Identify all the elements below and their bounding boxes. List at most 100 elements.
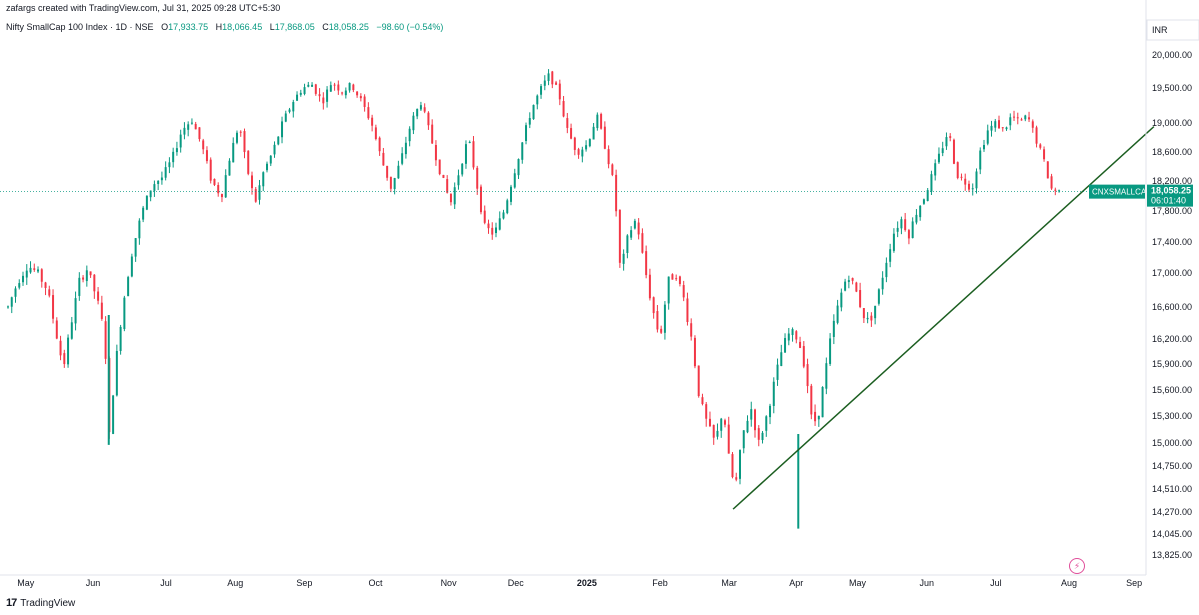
candle-body (618, 209, 621, 263)
candle-body (386, 165, 389, 178)
candle-body (190, 122, 193, 124)
candle-body (449, 193, 452, 203)
candle-body (63, 353, 66, 365)
candle-body (281, 121, 284, 138)
candle-body (536, 95, 539, 105)
candle-body (239, 131, 242, 133)
candle-body (532, 104, 535, 120)
candle-body (551, 71, 554, 85)
candle-body (371, 117, 374, 126)
symbol-legend: Nifty SmallCap 100 Index · 1D · NSE O17,… (6, 22, 443, 32)
candle-body (994, 121, 997, 128)
candle-body (352, 84, 355, 91)
candle-body (521, 142, 524, 160)
candle-body (889, 249, 892, 262)
candle-body (626, 235, 629, 254)
candle-body (74, 298, 77, 324)
candle-body (742, 430, 745, 449)
candle-body (423, 107, 426, 112)
candle-body (273, 144, 276, 155)
candle-body (806, 364, 809, 387)
candle-body (573, 137, 576, 150)
candle-body (464, 144, 467, 164)
candle-body (438, 159, 441, 175)
candle-body (348, 82, 351, 91)
time-tick-label: Jun (86, 578, 101, 588)
candle-body (318, 94, 321, 97)
candle-body (52, 295, 55, 319)
candle-body (1058, 190, 1061, 192)
candle-body (1028, 117, 1031, 120)
candle-body (363, 96, 366, 107)
close-value: 18,058.25 (328, 22, 369, 32)
candle-body (262, 172, 265, 187)
candle-body (645, 251, 648, 276)
candle-body (232, 142, 235, 163)
price-tick-label: 14,270.00 (1152, 507, 1192, 517)
candle-body (934, 163, 937, 176)
candle-body (468, 141, 471, 143)
candle-body (175, 148, 178, 153)
candle-body (416, 108, 419, 117)
candle-body (964, 178, 967, 185)
candle-body (314, 84, 317, 94)
candle-body (341, 92, 344, 94)
candle-body (907, 230, 910, 239)
candle-body (434, 144, 437, 161)
high-label: H (215, 22, 223, 32)
time-tick-label: Apr (789, 578, 803, 588)
candle-body (22, 275, 25, 283)
countdown-label: 06:01:40 (1151, 196, 1186, 206)
candle-body (228, 160, 231, 176)
candle-body (930, 174, 933, 192)
symbol-tag-bg (1089, 184, 1145, 199)
candle-body (633, 220, 636, 229)
symbol-name[interactable]: Nifty SmallCap 100 Index · 1D · NSE (6, 22, 154, 32)
price-tick-label: 13,825.00 (1152, 550, 1192, 560)
candle-body (453, 187, 456, 205)
time-tick-label: Jul (990, 578, 1002, 588)
candle-body (656, 311, 659, 330)
candle-body (998, 120, 1001, 129)
candle-body (123, 297, 126, 330)
tradingview-brand[interactable]: 17 TradingView (6, 597, 75, 609)
candle-body (157, 180, 160, 184)
candle-body (427, 112, 430, 126)
price-tick-label: 14,750.00 (1152, 461, 1192, 471)
candle-body (220, 194, 223, 198)
candle-body (761, 432, 764, 441)
candle-body (187, 124, 190, 130)
candle-body (986, 130, 989, 144)
price-tick-label: 15,000.00 (1152, 438, 1192, 448)
close-label: C (322, 22, 329, 32)
time-tick-label: Jun (919, 578, 934, 588)
candle-body (622, 253, 625, 264)
candle-body (491, 227, 494, 235)
candle-body (401, 153, 404, 164)
tradingview-logo: 17 (6, 597, 17, 609)
candle-body (344, 90, 347, 96)
candle-body (389, 176, 392, 189)
candle-body (217, 185, 220, 194)
candle-body (705, 404, 708, 419)
candle-body (1039, 144, 1042, 148)
candle-body (82, 277, 85, 280)
candle-body (397, 165, 400, 179)
candle-body (592, 126, 595, 140)
candle-body (130, 256, 133, 277)
candle-body (213, 178, 216, 185)
candle-body (487, 223, 490, 229)
candle-body (33, 268, 36, 270)
candle-body (690, 323, 693, 337)
candle-body (29, 267, 32, 273)
last-price-label: 18,058.25 (1151, 186, 1191, 196)
candle-body (611, 164, 614, 175)
candle-body (1035, 127, 1038, 144)
time-tick-label: Jul (160, 578, 172, 588)
candle-body (667, 276, 670, 304)
flash-icon[interactable]: ⚡ (1069, 558, 1085, 574)
candle-body (746, 420, 749, 433)
candle-body (510, 186, 513, 202)
